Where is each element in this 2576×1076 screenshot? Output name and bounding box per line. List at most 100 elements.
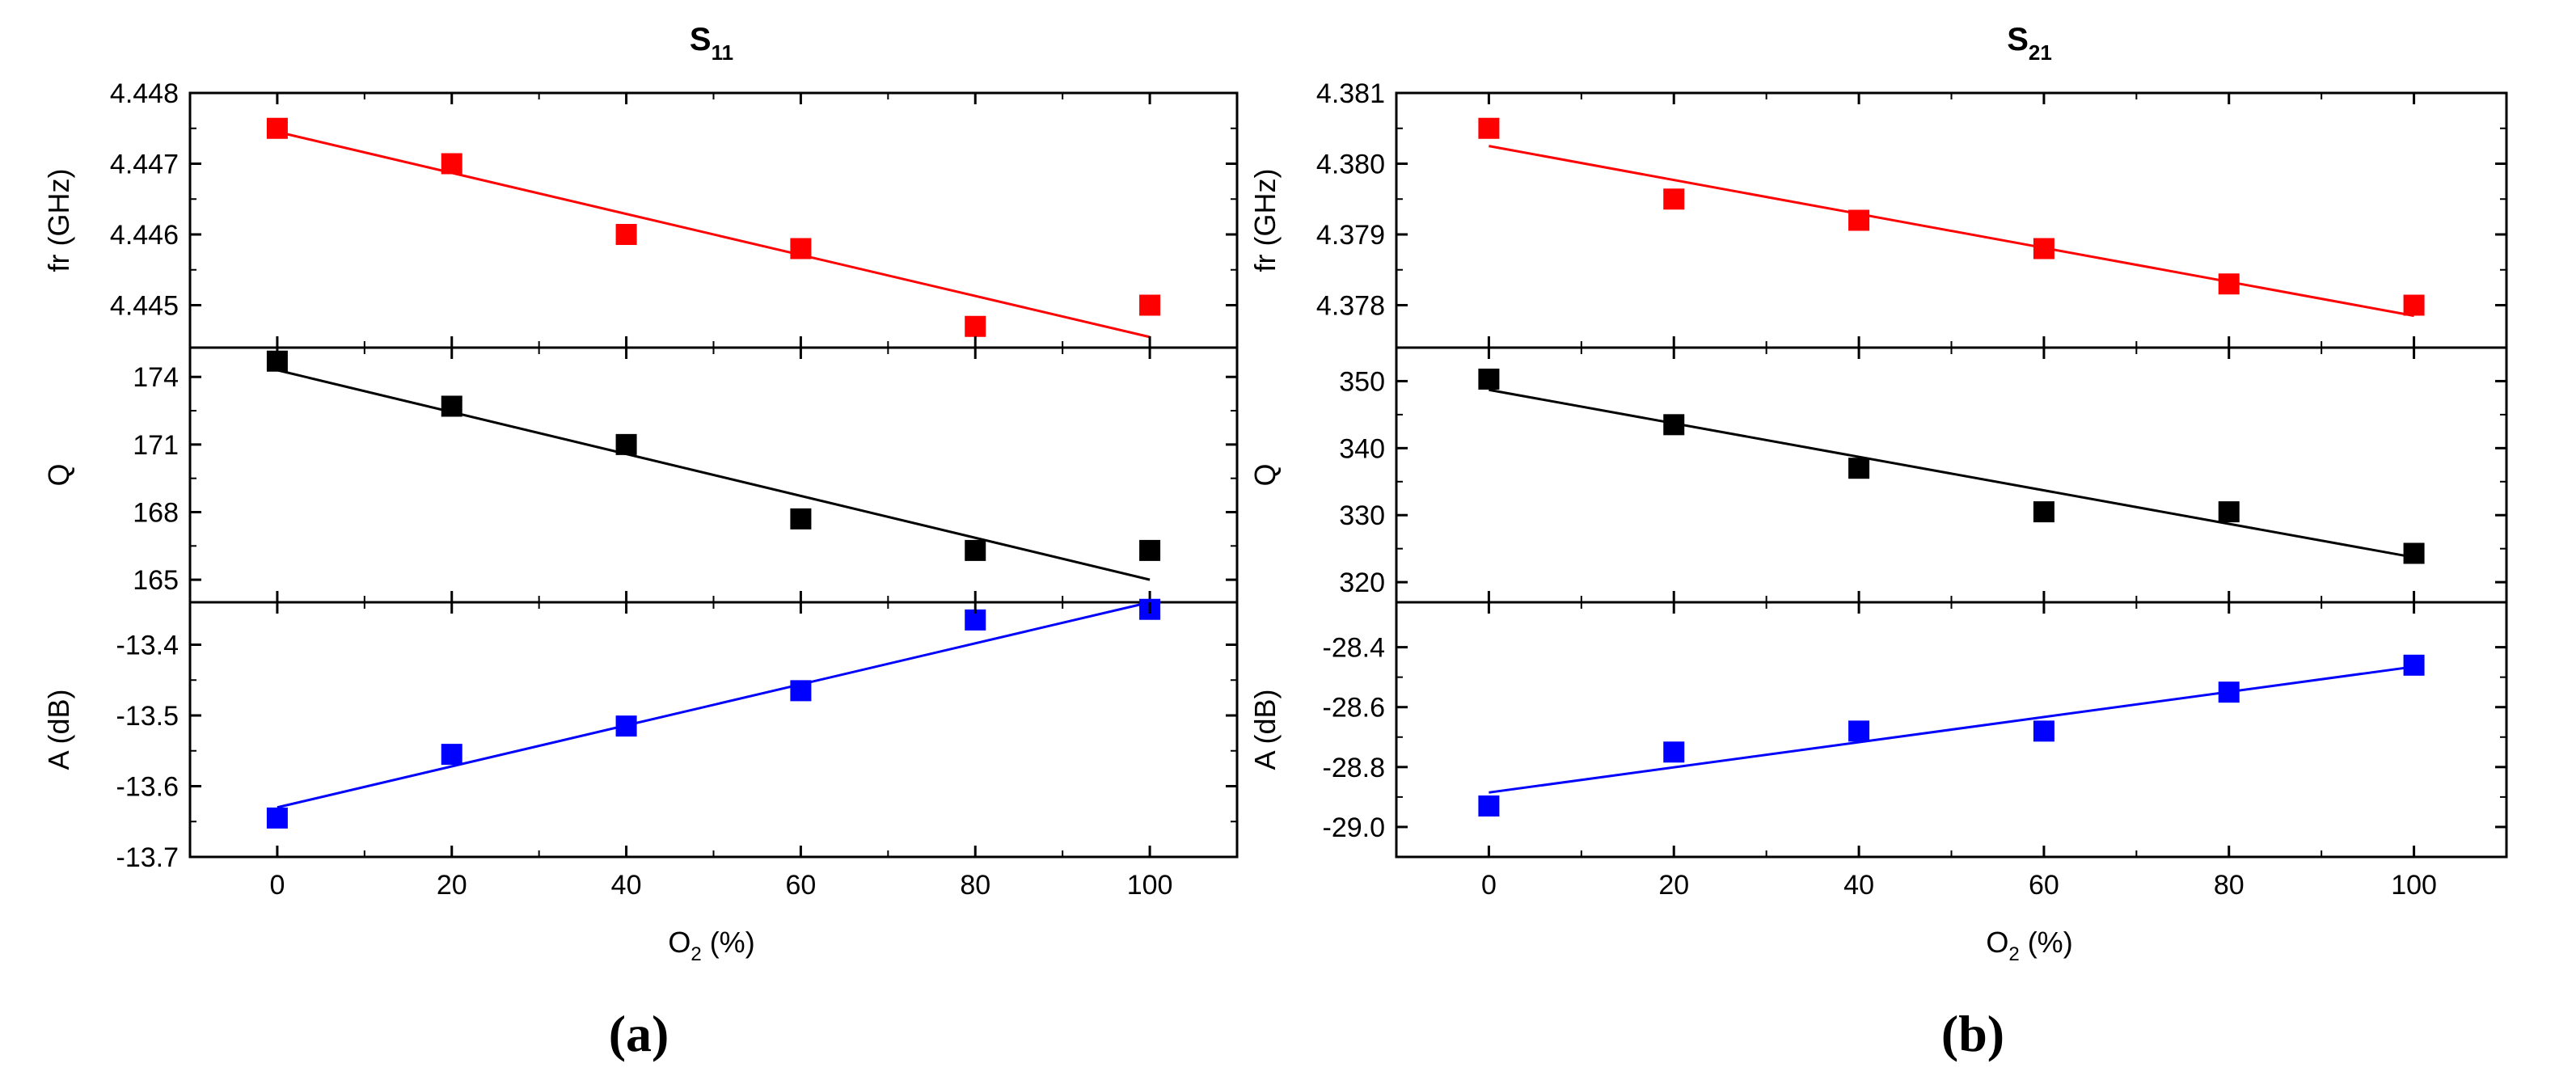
data-point xyxy=(441,395,462,417)
subplot-fr: 4.445 4.446 4.447 4.448 fr (GHz) xyxy=(42,78,1239,349)
subplot-Q: 165 168 171 174 Q xyxy=(42,346,1239,604)
subplot-A: -13.7 -13.6 -13.5 -13.4 A (dB) xyxy=(42,598,1239,873)
data-point xyxy=(1139,539,1161,561)
data-point xyxy=(2403,654,2425,676)
y-tick-label: 168 xyxy=(133,497,179,528)
data-point xyxy=(1478,795,1500,816)
data-point xyxy=(1663,188,1685,210)
chart-title-main: S xyxy=(690,22,712,57)
y-tick-label: 340 xyxy=(1339,433,1385,464)
data-point xyxy=(965,539,986,561)
chart-panel-a: S11 4.445 4.446 4.447 4.448 fr (GHz) 165 168 171… xyxy=(42,22,1239,1062)
data-point xyxy=(441,744,462,766)
data-point xyxy=(615,433,637,455)
y-tick-label: -28.4 xyxy=(1323,633,1386,664)
data-point xyxy=(2403,542,2425,564)
data-point xyxy=(1848,209,1870,231)
x-tick-label: 80 xyxy=(2214,870,2244,901)
data-point xyxy=(615,715,637,737)
x-tick-label: 0 xyxy=(1481,870,1497,901)
x-axis-label-main: O xyxy=(1986,926,2008,959)
y-tick-label: 320 xyxy=(1339,568,1385,598)
subplot-frame xyxy=(188,91,1239,349)
x-tick-label: 20 xyxy=(1658,870,1689,901)
x-axis-label: O2 (%) xyxy=(1986,926,2072,965)
x-axis-label-unit: (%) xyxy=(702,926,755,959)
x-tick-label: 0 xyxy=(269,870,285,901)
y-tick-label: 4.447 xyxy=(110,150,179,180)
y-tick-label: 4.378 xyxy=(1316,291,1385,322)
subplot-frame xyxy=(188,601,1239,859)
y-axis-label: A (dB) xyxy=(42,689,75,770)
y-axis-label: Q xyxy=(1248,463,1282,486)
chart-title-subscript: 21 xyxy=(2029,40,2052,65)
data-point xyxy=(1848,458,1870,479)
subplot-frame xyxy=(1395,91,2508,349)
fit-line xyxy=(277,130,1151,339)
y-tick-label: 165 xyxy=(133,565,179,596)
y-tick-label: 4.379 xyxy=(1316,220,1385,251)
x-axis-label-subscript: 2 xyxy=(690,943,701,965)
data-point xyxy=(790,238,812,260)
subplot-frame xyxy=(1395,346,2508,604)
y-tick-label: 171 xyxy=(133,430,179,461)
data-point xyxy=(790,508,812,530)
x-tick-label: 80 xyxy=(960,870,990,901)
x-tick-label: 40 xyxy=(611,870,642,901)
chart-title-main: S xyxy=(2007,22,2029,57)
data-point xyxy=(2218,501,2240,523)
y-tick-label: -13.7 xyxy=(116,842,179,873)
data-point xyxy=(1139,294,1161,316)
x-axis-label-subscript: 2 xyxy=(2008,943,2019,965)
y-axis-label: fr (GHz) xyxy=(42,169,75,272)
y-axis-label: A (dB) xyxy=(1248,689,1282,770)
y-tick-label: -29.0 xyxy=(1323,812,1386,843)
x-tick-label: 100 xyxy=(2391,870,2437,901)
x-axis-label-main: O xyxy=(668,926,690,959)
x-tick-label: 40 xyxy=(1843,870,1874,901)
x-axis-label-unit: (%) xyxy=(2020,926,2073,959)
y-tick-label: -13.5 xyxy=(116,701,179,732)
data-point xyxy=(1663,414,1685,436)
y-tick-label: 174 xyxy=(133,362,179,393)
y-tick-label: 330 xyxy=(1339,500,1385,531)
data-point xyxy=(266,117,288,139)
y-tick-label: -13.6 xyxy=(116,772,179,803)
y-tick-label: 4.448 xyxy=(110,78,179,109)
chart-panel-b: S21 4.378 4.379 4.380 4.381 fr (GHz) 320 330 340… xyxy=(1248,22,2508,1062)
chart-title: S21 xyxy=(2007,22,2052,65)
y-axis-label: Q xyxy=(42,463,75,486)
data-point xyxy=(1478,117,1500,139)
y-tick-label: -28.6 xyxy=(1323,693,1386,724)
y-tick-label: 4.446 xyxy=(110,220,179,251)
data-point xyxy=(615,224,637,245)
x-tick-label: 60 xyxy=(2029,870,2059,901)
fit-line xyxy=(1489,388,2414,559)
data-point xyxy=(2033,501,2054,523)
panel-label: (b) xyxy=(1941,1005,2004,1062)
x-tick-label: 60 xyxy=(786,870,817,901)
fit-line xyxy=(277,369,1151,581)
subplot-A: -29.0 -28.8 -28.6 -28.4 A (dB) xyxy=(1248,601,2508,859)
x-axis-label: O2 (%) xyxy=(668,926,754,965)
y-tick-label: 4.380 xyxy=(1316,150,1385,180)
data-point xyxy=(2033,238,2054,260)
data-point xyxy=(2218,681,2240,703)
subplot-fr: 4.378 4.379 4.380 4.381 fr (GHz) xyxy=(1248,78,2508,349)
data-point xyxy=(790,680,812,702)
fit-line xyxy=(1489,665,2414,794)
data-point xyxy=(1478,368,1500,390)
fit-line xyxy=(277,601,1151,809)
y-tick-label: 4.445 xyxy=(110,291,179,322)
chart-title-subscript: 11 xyxy=(712,40,734,65)
y-tick-label: 4.381 xyxy=(1316,78,1385,109)
data-point xyxy=(965,315,986,337)
y-tick-label: -28.8 xyxy=(1323,753,1386,783)
y-tick-label: -13.4 xyxy=(116,631,179,661)
chart-title: S11 xyxy=(690,22,733,65)
x-tick-label: 100 xyxy=(1127,870,1173,901)
data-point xyxy=(1848,720,1870,742)
data-point xyxy=(266,807,288,829)
data-point xyxy=(441,153,462,175)
